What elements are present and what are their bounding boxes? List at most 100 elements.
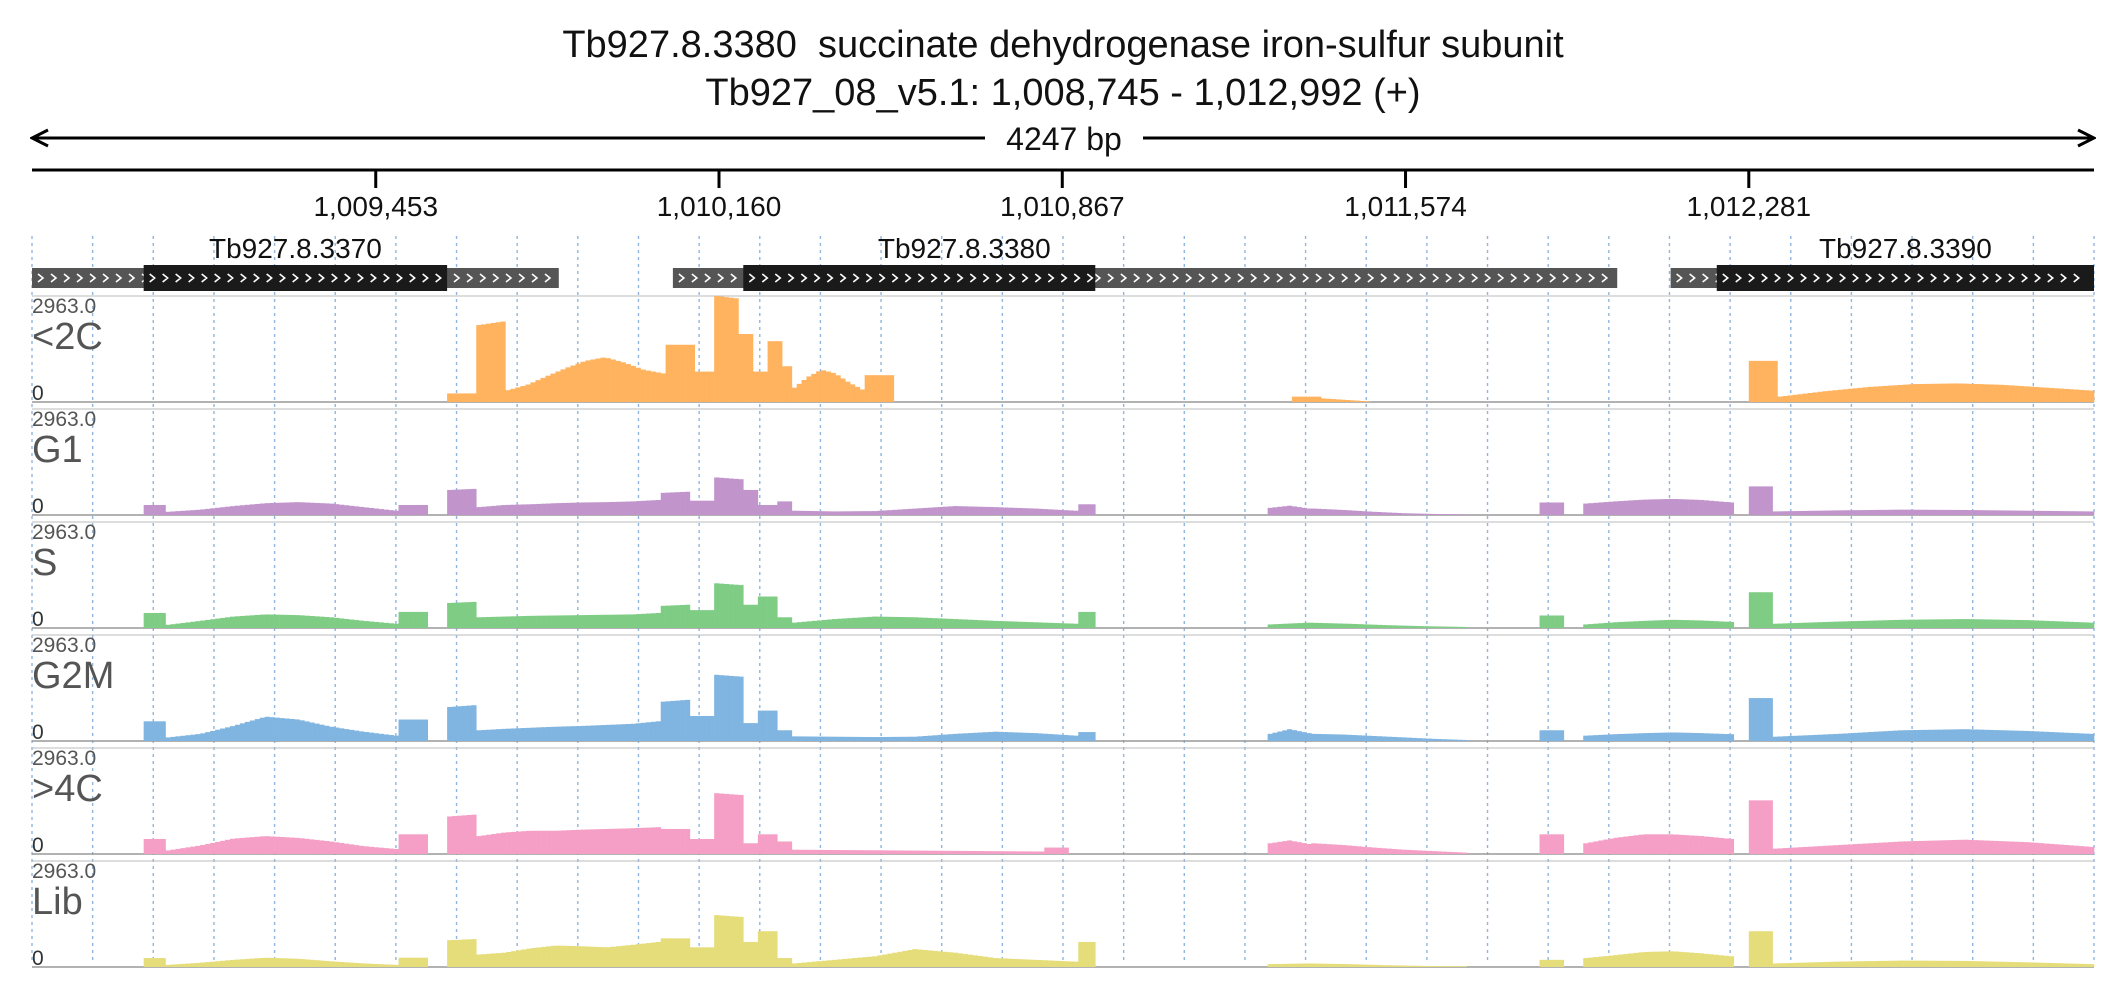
coverage-bar xyxy=(1306,843,1312,854)
coverage-bar xyxy=(486,729,492,741)
coverage-bar xyxy=(1668,498,1674,515)
coverage-bar xyxy=(842,736,848,741)
coverage-bar xyxy=(339,961,345,967)
coverage-bar xyxy=(1058,960,1064,967)
coverage-bar xyxy=(521,616,527,628)
coverage-bar xyxy=(782,841,788,854)
coverage-bar xyxy=(762,834,768,854)
coverage-bar xyxy=(801,736,808,741)
coverage-bar xyxy=(1267,624,1273,628)
coverage-bar xyxy=(1943,509,1949,515)
coverage-bar xyxy=(872,616,878,628)
coverage-bar xyxy=(1943,729,1949,741)
coverage-bar xyxy=(1842,733,1849,741)
coverage-bar xyxy=(1598,502,1604,515)
coverage-bar xyxy=(987,620,994,628)
coverage-bar xyxy=(2073,511,2080,515)
coverage-bar xyxy=(709,947,715,967)
coverage-bar xyxy=(185,963,191,967)
coverage-bar xyxy=(466,602,472,628)
track-min-label: 0 xyxy=(32,721,44,744)
coverage-bar xyxy=(1802,510,1809,515)
coverage-bar xyxy=(2003,385,2009,402)
coverage-bar xyxy=(1923,960,1929,967)
coverage-bar xyxy=(1306,396,1312,402)
coverage-bar xyxy=(408,611,414,628)
coverage-bar xyxy=(1973,510,1979,515)
coverage-bar xyxy=(2058,388,2065,402)
coverage-bar xyxy=(319,724,325,741)
coverage-bar xyxy=(816,736,823,741)
coverage-bar xyxy=(752,843,759,854)
coverage-bar xyxy=(1943,619,1949,628)
coverage-bar xyxy=(1983,384,1989,402)
coverage-bar xyxy=(1852,844,1859,854)
coverage-bar xyxy=(1988,619,1994,628)
coverage-bar xyxy=(694,838,700,854)
coverage-bar xyxy=(1983,840,1989,854)
coverage-bar xyxy=(585,360,591,402)
coverage-bar xyxy=(1401,737,1407,741)
coverage-bar xyxy=(655,499,662,515)
coverage-bar xyxy=(827,736,833,741)
coverage-bar xyxy=(977,956,984,967)
coverage-bar xyxy=(1386,736,1392,741)
coverage-bar xyxy=(215,841,221,854)
coverage-bar xyxy=(309,502,315,515)
coverage-bar xyxy=(1958,839,1964,854)
coverage-bar xyxy=(1852,621,1859,628)
coverage-bar xyxy=(1868,843,1874,854)
coverage-bar xyxy=(249,958,256,967)
coverage-bar xyxy=(877,737,883,741)
coverage-bar xyxy=(565,367,571,402)
coverage-bar xyxy=(1728,838,1735,854)
coverage-bar xyxy=(1377,965,1383,967)
coverage-bar xyxy=(1923,840,1929,854)
coverage-bar xyxy=(1078,504,1085,515)
coverage-bar xyxy=(728,584,734,628)
coverage-bar xyxy=(645,370,651,402)
coverage-bar xyxy=(451,939,458,967)
coverage-bar xyxy=(752,371,759,402)
coverage-bar xyxy=(777,958,783,967)
coverage-bar xyxy=(1862,510,1869,515)
coverage-bar xyxy=(615,501,622,515)
coverage-bar xyxy=(1893,619,1899,628)
coverage-bar xyxy=(680,938,686,967)
coverage-bar xyxy=(269,836,275,854)
coverage-bar xyxy=(1913,619,1919,628)
coverage-bar xyxy=(570,830,577,854)
coverage-bar xyxy=(1718,837,1725,854)
coverage-bar xyxy=(1628,953,1634,967)
coverage-bar xyxy=(1758,931,1764,967)
coverage-bar xyxy=(1002,621,1009,628)
coverage-bar xyxy=(1406,965,1413,967)
coverage-bar xyxy=(383,734,389,741)
coverage-bar xyxy=(786,730,793,741)
coverage-bar xyxy=(1777,963,1783,967)
coverage-bar xyxy=(825,371,831,402)
coverage-bar xyxy=(1043,733,1049,741)
coverage-bar xyxy=(811,961,818,967)
coverage-bar xyxy=(344,505,350,515)
coverage-bar xyxy=(762,931,768,967)
coverage-bar xyxy=(887,736,893,741)
coverage-bar xyxy=(997,621,1004,628)
coverage-bar xyxy=(1292,623,1298,628)
coverage-bar xyxy=(1807,962,1814,967)
coverage-bar xyxy=(496,833,502,854)
coverage-bar xyxy=(704,500,710,515)
coverage-bar xyxy=(422,957,428,967)
coverage-bar xyxy=(665,492,671,515)
coverage-bar xyxy=(1918,729,1924,741)
coverage-bar xyxy=(1678,619,1684,628)
coverage-bar xyxy=(1857,510,1864,515)
coverage-bar xyxy=(254,614,261,628)
coverage-bar xyxy=(1302,963,1308,967)
coverage-bar xyxy=(1421,850,1427,854)
coverage-bar xyxy=(832,849,838,854)
coverage-bar xyxy=(972,506,979,515)
coverage-bar xyxy=(1658,732,1664,741)
coverage-bar xyxy=(269,614,275,628)
coverage-bar xyxy=(1893,509,1899,515)
